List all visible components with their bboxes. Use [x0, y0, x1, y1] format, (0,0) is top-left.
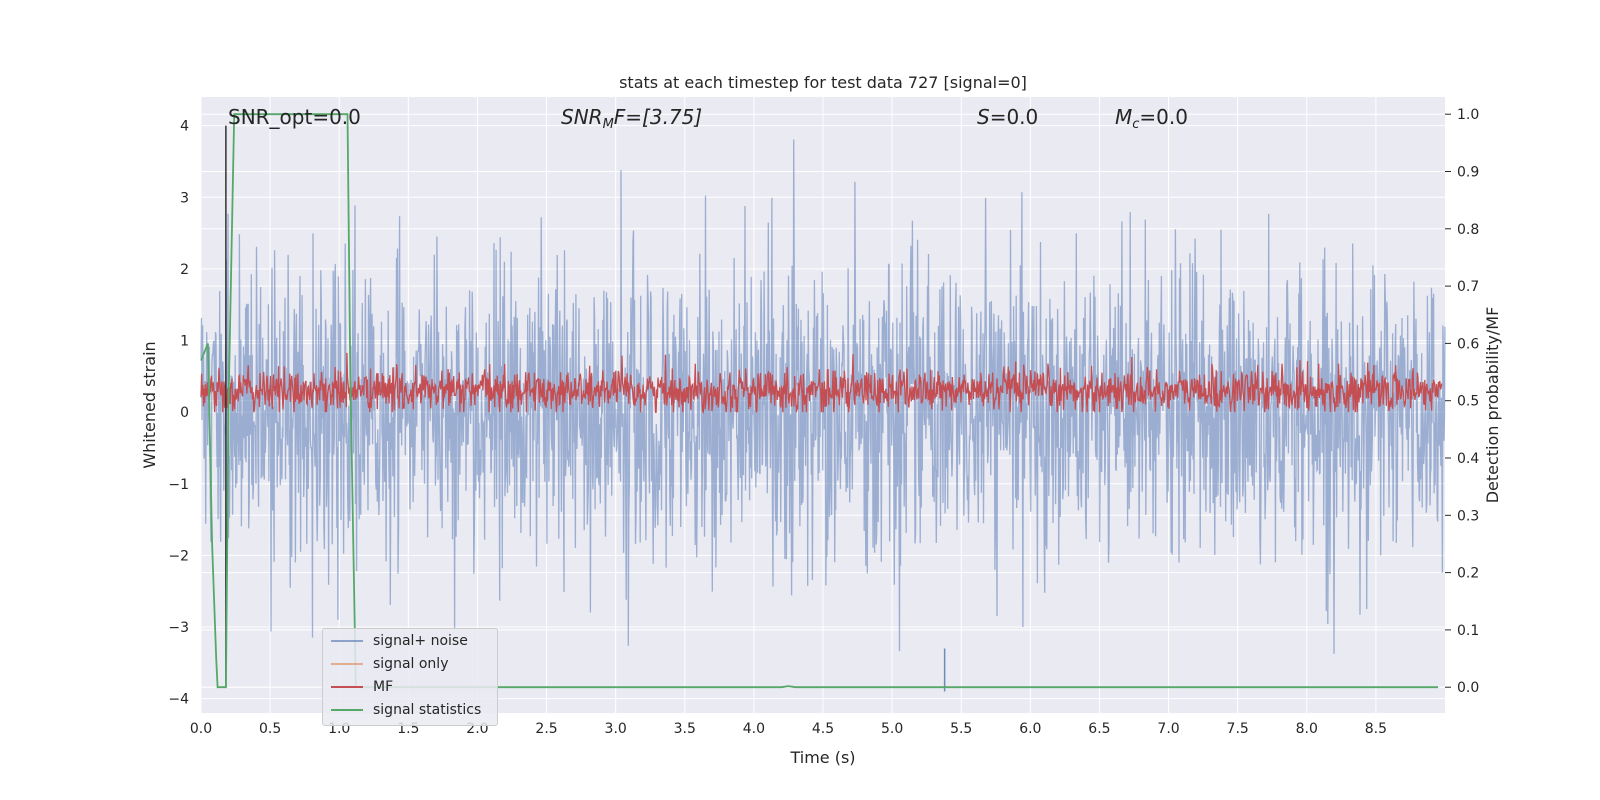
x-axis-label: Time (s)	[789, 748, 855, 767]
legend-swatch	[331, 686, 363, 688]
y-tick-label-left: −3	[168, 620, 189, 636]
legend-item-signal-noise: signal+ noise	[331, 631, 468, 651]
chart-title: stats at each timestep for test data 727…	[619, 73, 1027, 92]
y-tick-label-right: 0.4	[1457, 451, 1479, 467]
legend-swatch	[331, 709, 363, 711]
x-tick-label: 6.5	[1088, 721, 1110, 737]
y-tick-label-right: 0.5	[1457, 394, 1479, 410]
x-tick-label: 6.0	[1019, 721, 1041, 737]
y-tick-label-right: 0.3	[1457, 508, 1479, 524]
x-tick-label: 3.5	[674, 721, 696, 737]
legend-item-mf: MF	[331, 677, 393, 697]
y-tick-label-left: 1	[180, 334, 189, 350]
series-signal-statistics	[200, 113, 1439, 689]
x-tick-label: 7.0	[1157, 721, 1179, 737]
x-tick-label: 8.5	[1365, 721, 1387, 737]
series-line-signal-statistics	[200, 113, 1439, 689]
x-tick-label: 4.0	[743, 721, 765, 737]
ticks: 0.0 0.5 1.0 1.5 2.0 2.5 3.0 3.5 4.0 4.5 5.0 5.5 6.0 6…	[168, 107, 1479, 737]
y-tick-label-left: −4	[168, 692, 189, 708]
y-tick-label-left: 4	[180, 119, 189, 135]
series-signal-noise	[200, 139, 1446, 692]
series-line-mf	[200, 352, 1443, 414]
x-tick-label: 7.5	[1227, 721, 1249, 737]
snr-mf-main: SNR	[561, 105, 603, 129]
legend-swatch	[331, 640, 363, 642]
y-axis-label-right: Detection probability/MF	[1483, 307, 1502, 504]
x-tick-label: 2.5	[535, 721, 557, 737]
x-tick-label: 8.0	[1296, 721, 1318, 737]
y-tick-label-right: 0.6	[1457, 336, 1479, 352]
y-tick-label-left: −2	[168, 548, 189, 564]
y-tick-label-right: 0.7	[1457, 279, 1479, 295]
series-mf	[200, 352, 1443, 414]
x-tick-label: 5.5	[950, 721, 972, 737]
y-tick-label-right: 0.2	[1457, 566, 1479, 582]
x-tick-label: 0.0	[190, 721, 212, 737]
legend-label: signal only	[373, 656, 449, 672]
legend-label: signal statistics	[373, 702, 482, 718]
series-line-signal-noise	[200, 139, 1446, 654]
s-rest: =0.0	[990, 105, 1039, 129]
mc-sub: c	[1132, 117, 1139, 132]
legend-item-signal-only: signal only	[331, 654, 448, 674]
annotation-s: S=0.0	[977, 105, 1038, 129]
legend-label: MF	[373, 679, 394, 695]
x-tick-label: 3.0	[605, 721, 627, 737]
y-tick-label-left: 3	[180, 190, 189, 206]
y-tick-label-left: 0	[180, 405, 189, 421]
annotation-mc: Mc=0.0	[1115, 105, 1188, 132]
legend-label: signal+ noise	[373, 633, 468, 649]
annotation-snr-mf: SNRMF=[3.75]	[561, 105, 702, 132]
legend-item-signal-statistics: signal statistics	[331, 700, 481, 720]
x-tick-label: 5.0	[881, 721, 903, 737]
s-main: S	[977, 105, 990, 129]
x-tick-label: 0.5	[259, 721, 281, 737]
y-tick-label-left: −1	[168, 477, 189, 493]
y-axis-label-left: Whitened strain	[140, 341, 159, 468]
x-tick-label: 4.5	[812, 721, 834, 737]
y-tick-label-right: 1.0	[1457, 107, 1479, 123]
legend-swatch	[331, 663, 363, 665]
y-tick-label-left: 2	[180, 262, 189, 278]
y-tick-label-right: 0.0	[1457, 680, 1479, 696]
mc-main: M	[1115, 105, 1132, 129]
annotation-snr-opt: SNR_opt=0.0	[228, 105, 361, 129]
snr-mf-sub: M	[603, 117, 614, 132]
legend: signal+ noise signal only MF signal stat…	[322, 628, 498, 726]
snr-mf-rest: F=[3.75]	[614, 105, 702, 129]
y-tick-label-right: 0.8	[1457, 222, 1479, 238]
mc-rest: =0.0	[1139, 105, 1188, 129]
y-tick-label-right: 0.9	[1457, 164, 1479, 180]
y-tick-label-right: 0.1	[1457, 623, 1479, 639]
